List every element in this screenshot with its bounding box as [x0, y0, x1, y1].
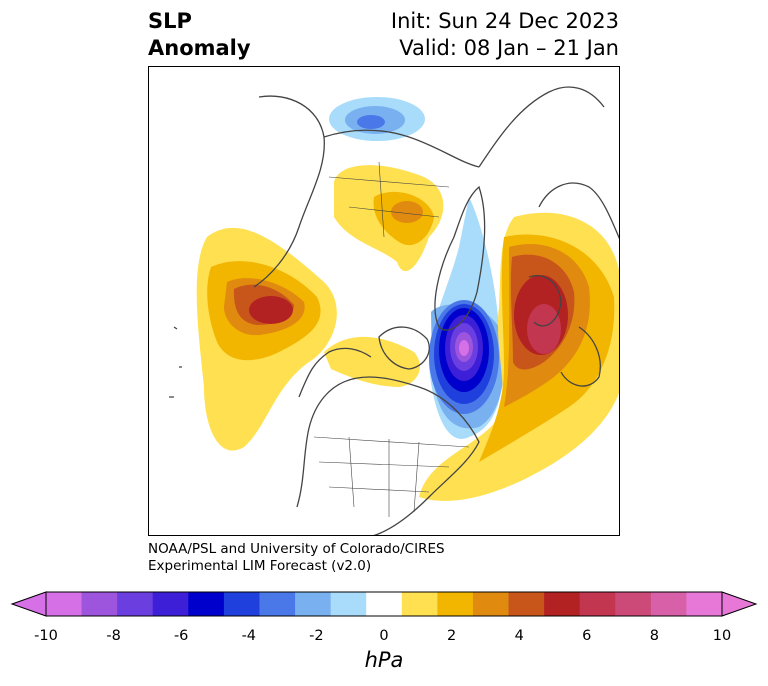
colorbar-unit-label: hPa [364, 648, 404, 672]
valid-range: Valid: 08 Jan – 21 Jan [399, 36, 619, 60]
forecast-dates: Init: Sun 24 Dec 2023 Valid: 08 Jan – 21… [391, 8, 619, 62]
political-borders [313, 161, 470, 517]
colorbar-cell [544, 592, 581, 616]
colorbar-tick-label: 10 [712, 628, 732, 644]
map-title: SLP Anomaly [148, 8, 251, 62]
colorbar-tick-label: 2 [446, 628, 457, 644]
anomaly-map [169, 86, 619, 535]
colorbar-cell [223, 592, 260, 616]
colorbar-cell [650, 592, 687, 616]
colorbar-cell [401, 592, 438, 616]
colorbar-cell [46, 592, 83, 616]
colorbar-cell [117, 592, 154, 616]
colorbar-tick-label: 0 [379, 628, 389, 644]
colorbar-cell [437, 592, 474, 616]
colorbar-cell [259, 592, 296, 616]
credit-line-1: NOAA/PSL and University of Colorado/CIRE… [148, 541, 445, 557]
colorbar-tick-label: -6 [173, 628, 189, 644]
colorbar-cells [46, 592, 723, 616]
pacific-positive-anomaly [196, 227, 337, 451]
colorbar-tick-label: 6 [582, 628, 592, 644]
colorbar [10, 591, 758, 617]
init-date: Init: Sun 24 Dec 2023 [390, 9, 619, 33]
colorbar-cell [295, 592, 332, 616]
colorbar-cell [579, 592, 616, 616]
colorbar-outline [45, 591, 723, 617]
colorbar-cell [615, 592, 652, 616]
colorbar-tick-label: -10 [34, 628, 58, 644]
colorbar-tick-label: 4 [514, 628, 524, 644]
colorbar-cell [81, 592, 118, 616]
colorbar-cell [472, 592, 510, 616]
title-line-2: Anomaly [148, 36, 251, 60]
canada-positive-anomaly [324, 336, 420, 387]
colorbar-cell [152, 592, 189, 616]
credit-line-2: Experimental LIM Forecast (v2.0) [148, 558, 372, 574]
colorbar-cell [366, 592, 403, 616]
coastlines [169, 86, 619, 535]
map-panel [148, 66, 620, 536]
colorbar-under-arrow [10, 591, 47, 617]
colorbar-tick-label: 8 [649, 628, 659, 644]
colorbar-tick-label: -8 [106, 628, 121, 644]
data-credit: NOAA/PSL and University of Colorado/CIRE… [148, 541, 445, 575]
colorbar-cell [686, 592, 723, 616]
colorbar-over-arrow [721, 591, 758, 617]
colorbar-cell [188, 592, 225, 616]
arctic-positive-anomaly [334, 165, 444, 272]
colorbar-cell [330, 592, 367, 616]
colorbar-tick-label: -2 [309, 628, 324, 644]
asia-negative-anomaly [329, 97, 425, 141]
atlantic-negative-anomaly [428, 197, 504, 439]
colorbar-tick-label: -4 [241, 628, 257, 644]
colorbar-cell [508, 592, 545, 616]
title-line-1: SLP [148, 9, 192, 33]
